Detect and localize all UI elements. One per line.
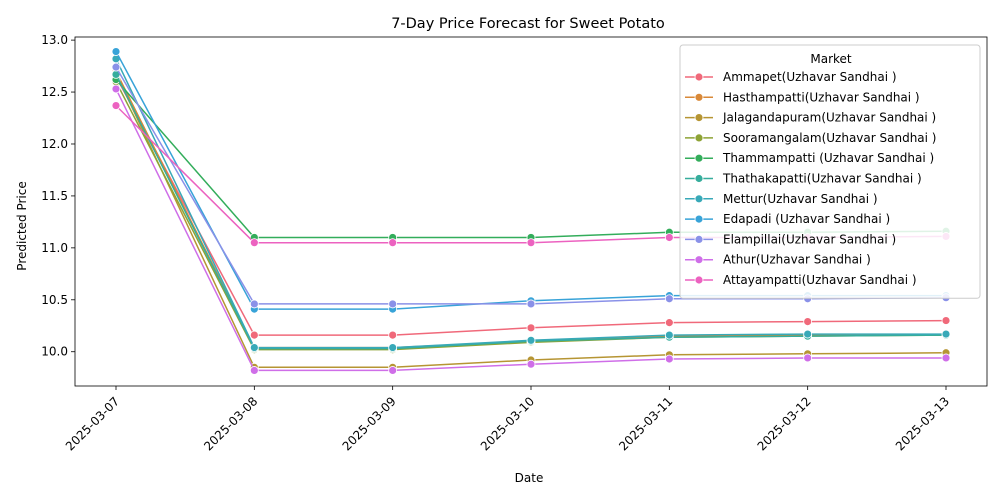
y-tick-label: 10.5 xyxy=(41,293,68,307)
y-axis: 10.0 10.5 11.0 11.5 12.0 12.5 13.0 xyxy=(41,33,75,359)
legend-label: Elampillai(Uzhavar Sandhai ) xyxy=(723,232,896,246)
legend-marker xyxy=(694,153,704,163)
data-point xyxy=(388,343,398,352)
legend-marker xyxy=(694,194,704,204)
legend-label: Hasthampatti(Uzhavar Sandhai ) xyxy=(723,90,920,104)
legend-marker xyxy=(694,275,704,285)
legend-label: Jalagandapuram(Uzhavar Sandhai ) xyxy=(722,111,936,125)
x-axis: 2025-03-07 2025-03-08 2025-03-09 2025-03-10… xyxy=(63,386,952,453)
data-point xyxy=(388,238,398,248)
y-tick-label: 10.0 xyxy=(41,345,68,359)
data-point xyxy=(111,84,121,94)
data-point xyxy=(249,238,259,248)
data-point xyxy=(526,359,536,369)
legend-label: Athur(Uzhavar Sandhai ) xyxy=(723,253,871,267)
data-point xyxy=(388,366,398,375)
y-tick-label: 12.0 xyxy=(41,137,68,151)
x-tick-label: 2025-03-08 xyxy=(201,394,260,453)
x-axis-title: Date xyxy=(515,471,544,485)
legend-marker xyxy=(694,255,704,265)
x-tick-label: 2025-03-10 xyxy=(478,394,537,453)
data-point xyxy=(664,330,674,340)
data-point xyxy=(111,101,121,110)
data-point xyxy=(526,323,536,333)
x-tick-label: 2025-03-09 xyxy=(340,394,399,453)
legend-marker xyxy=(694,214,704,224)
x-tick-label: 2025-03-12 xyxy=(755,394,814,453)
legend-title: Market xyxy=(810,52,852,66)
legend-label: Mettur(Uzhavar Sandhai ) xyxy=(723,192,878,206)
legend: Market Ammapet(Uzhavar Sandhai ) Hasthampa… xyxy=(679,44,981,299)
legend-marker xyxy=(694,113,704,122)
data-point xyxy=(941,329,951,339)
legend-marker xyxy=(694,174,704,183)
data-point xyxy=(111,47,121,56)
data-point xyxy=(388,330,398,340)
legend-box xyxy=(679,44,981,299)
y-tick-label: 11.0 xyxy=(41,241,68,255)
data-point xyxy=(803,353,813,363)
data-point xyxy=(941,353,951,363)
data-point xyxy=(526,299,536,309)
data-point xyxy=(526,335,536,345)
legend-label: Ammapet(Uzhavar Sandhai ) xyxy=(723,70,897,84)
legend-marker xyxy=(694,92,704,102)
plot-area xyxy=(74,36,988,387)
chart-title: 7-Day Price Forecast for Sweet Potato xyxy=(391,16,665,32)
legend-marker xyxy=(694,72,704,82)
legend-label: Thammampatti (Uzhavar Sandhai ) xyxy=(722,151,934,165)
x-tick-label: 2025-03-07 xyxy=(63,394,122,453)
legend-label: Sooramangalam(Uzhavar Sandhai ) xyxy=(723,131,937,145)
y-axis-title: Predicted Price xyxy=(15,181,29,270)
data-point xyxy=(249,343,259,352)
data-point xyxy=(803,317,813,327)
legend-label: Thathakapatti(Uzhavar Sandhai ) xyxy=(722,172,922,186)
legend-marker xyxy=(694,133,704,143)
x-tick-label: 2025-03-11 xyxy=(616,394,675,453)
data-point xyxy=(941,316,951,325)
x-tick-label: 2025-03-13 xyxy=(893,394,952,453)
legend-marker xyxy=(694,234,704,244)
data-point xyxy=(664,294,674,304)
data-point xyxy=(803,329,813,339)
y-tick-label: 12.5 xyxy=(41,85,68,99)
data-point xyxy=(111,62,121,72)
y-tick-label: 13.0 xyxy=(41,33,68,47)
data-point xyxy=(664,354,674,364)
data-point xyxy=(249,330,259,340)
data-point xyxy=(664,318,674,328)
data-point xyxy=(249,299,259,309)
data-point xyxy=(664,233,674,242)
data-point xyxy=(249,366,259,375)
data-point xyxy=(388,299,398,309)
data-point xyxy=(526,238,536,248)
legend-label: Edapadi (Uzhavar Sandhai ) xyxy=(723,212,890,226)
y-tick-label: 11.5 xyxy=(41,189,68,203)
legend-label: Attayampatti(Uzhavar Sandhai ) xyxy=(723,273,917,287)
